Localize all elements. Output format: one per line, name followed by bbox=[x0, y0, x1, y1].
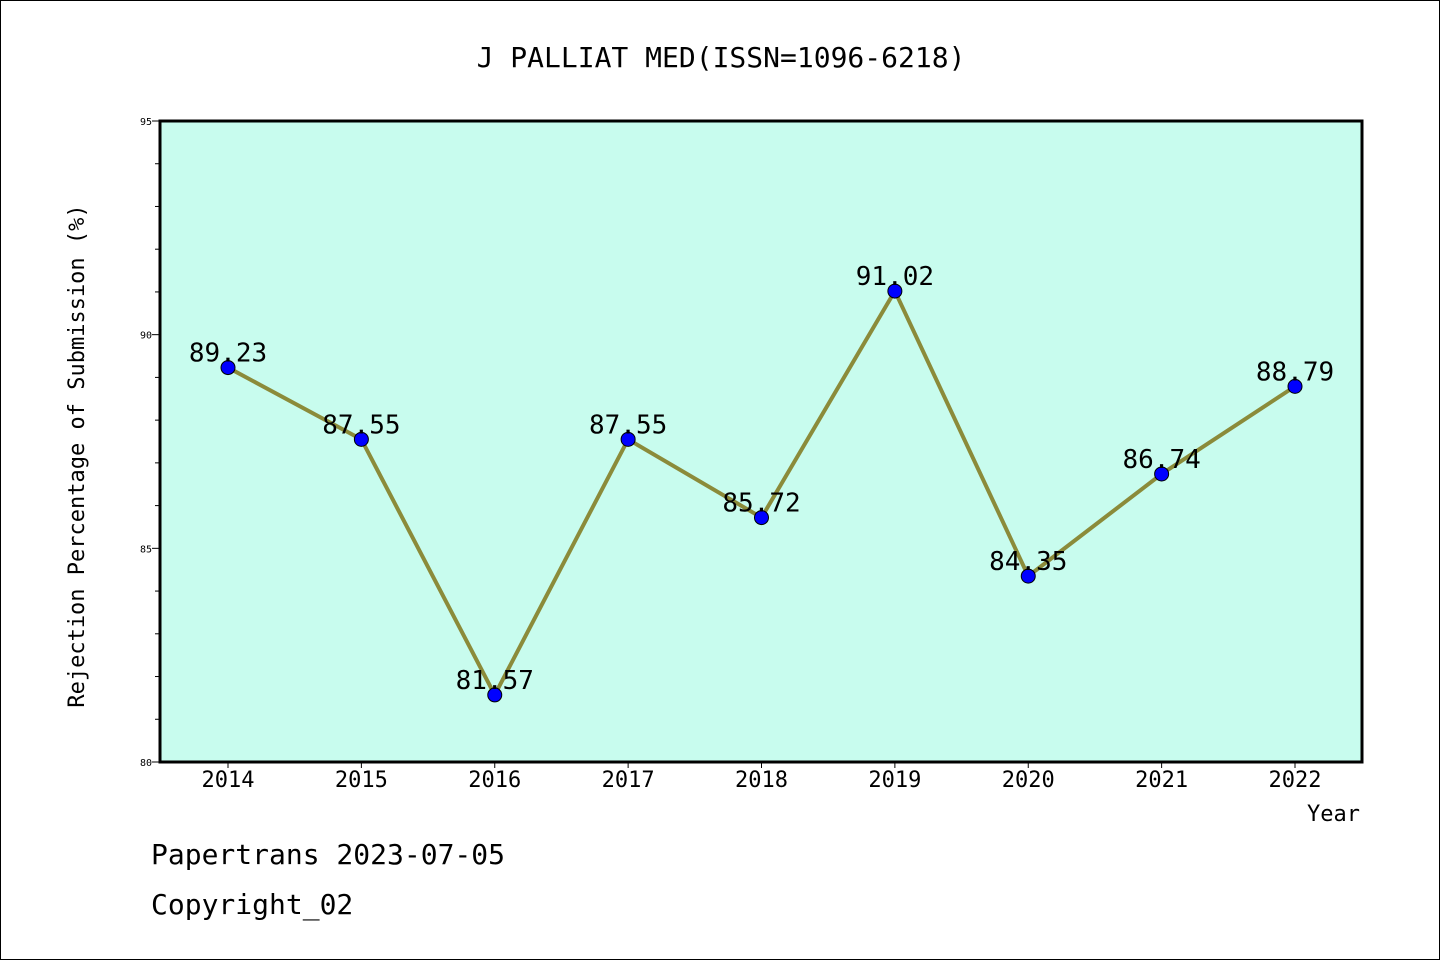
y-tick-label: 80 bbox=[140, 758, 152, 769]
data-point bbox=[353, 431, 369, 447]
y-tick-label: 85 bbox=[140, 544, 152, 555]
data-label: 89.23 bbox=[189, 339, 267, 369]
x-tick-label: 2022 bbox=[1269, 768, 1322, 793]
data-point bbox=[1020, 568, 1036, 584]
data-label: 87.55 bbox=[589, 410, 667, 440]
footer-line-2: Copyright_02 bbox=[151, 888, 353, 922]
x-tick-label: 2015 bbox=[335, 768, 388, 793]
data-labels: 89.23 87.55 81.57 87.55 85.72 91.02 84.35 86.74… bbox=[189, 262, 1334, 696]
data-label: 86.74 bbox=[1122, 445, 1200, 475]
data-label: 91.02 bbox=[856, 262, 934, 292]
y-tick-label: 95 bbox=[140, 117, 152, 128]
x-tick-label: 2016 bbox=[468, 768, 521, 793]
x-axis-label: Year bbox=[1307, 802, 1360, 827]
plot-area bbox=[158, 119, 1364, 764]
y-axis-label: Rejection Percentage of Submission (%) bbox=[65, 204, 90, 707]
data-point bbox=[620, 431, 636, 447]
footer-line-1: Papertrans 2023-07-05 bbox=[151, 838, 505, 871]
data-point bbox=[1154, 466, 1170, 482]
data-point bbox=[487, 687, 503, 703]
series-line-group bbox=[220, 283, 1303, 703]
x-tick-label: 2014 bbox=[202, 768, 255, 793]
x-tick-label: 2018 bbox=[735, 768, 788, 793]
x-tick-label: 2019 bbox=[868, 768, 921, 793]
data-label: 81.57 bbox=[456, 666, 534, 696]
x-tick-label: 2017 bbox=[602, 768, 655, 793]
data-label: 84.35 bbox=[989, 547, 1067, 577]
y-axis: 80 85 90 95 bbox=[140, 117, 160, 769]
x-axis: 2014 2015 2016 2017 2018 2019 2020 2021 2022 bbox=[202, 762, 1322, 793]
data-point bbox=[887, 283, 903, 299]
chart-title: J PALLIAT MED(ISSN=1096-6218) bbox=[477, 41, 966, 74]
data-point bbox=[1287, 378, 1303, 394]
data-label: 87.55 bbox=[322, 410, 400, 440]
data-label: 85.72 bbox=[722, 489, 800, 519]
data-point bbox=[754, 510, 769, 526]
data-label: 88.79 bbox=[1256, 357, 1334, 387]
data-point bbox=[220, 360, 236, 376]
x-tick-label: 2020 bbox=[1002, 768, 1055, 793]
y-tick-label: 90 bbox=[140, 331, 152, 342]
x-tick-label: 2021 bbox=[1135, 768, 1188, 793]
